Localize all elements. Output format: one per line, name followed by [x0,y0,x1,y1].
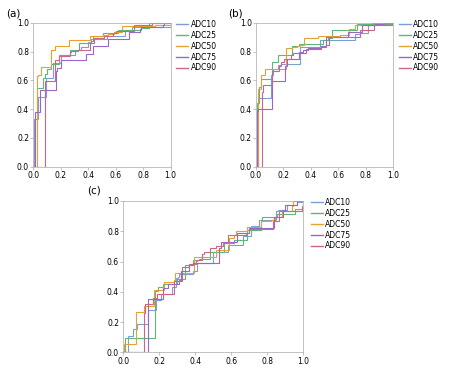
Legend: ADC10, ADC25, ADC50, ADC75, ADC90: ADC10, ADC25, ADC50, ADC75, ADC90 [176,20,217,72]
Text: (a): (a) [6,8,20,18]
Text: (c): (c) [87,186,101,196]
Legend: ADC10, ADC25, ADC50, ADC75, ADC90: ADC10, ADC25, ADC50, ADC75, ADC90 [310,198,351,251]
Text: (b): (b) [228,8,243,18]
Legend: ADC10, ADC25, ADC50, ADC75, ADC90: ADC10, ADC25, ADC50, ADC75, ADC90 [399,20,439,72]
